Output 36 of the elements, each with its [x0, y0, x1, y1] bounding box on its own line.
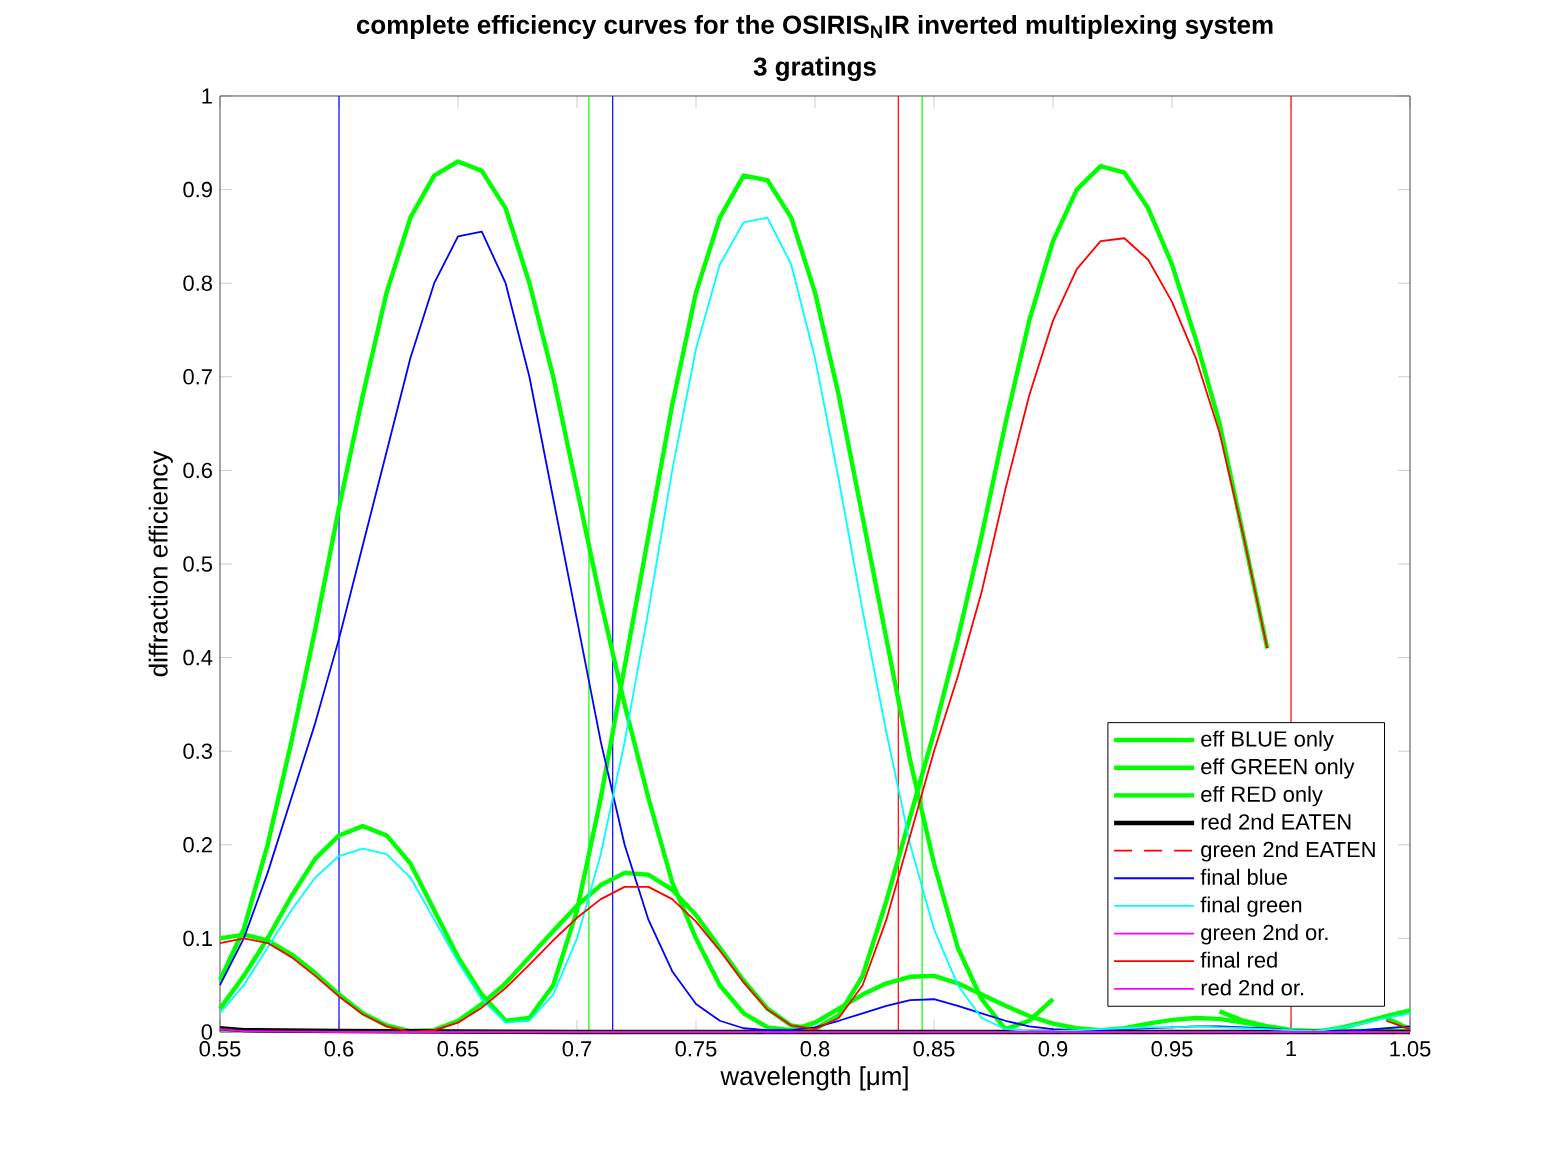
y-tick-label: 1	[202, 88, 212, 104]
x-tick-label: 0.55	[199, 1041, 241, 1057]
x-tick-label: 1	[1286, 1041, 1297, 1057]
x-tick-label: 0.85	[913, 1041, 955, 1057]
chart-subtitle: 3 gratings	[753, 56, 876, 82]
y-tick-label: 0.6	[183, 462, 212, 479]
legend-label: eff BLUE only	[1201, 730, 1334, 752]
legend-label: eff RED only	[1201, 785, 1323, 807]
x-axis-title: wavelength [μm]	[720, 1066, 908, 1091]
x-tick-label: 0.95	[1151, 1041, 1193, 1057]
y-tick-label: 0.5	[183, 556, 213, 572]
legend-label: red 2nd or.	[1201, 979, 1304, 996]
legend-label: green 2nd or.	[1201, 924, 1328, 945]
legend-label: final green	[1200, 896, 1302, 917]
x-tick-label: 0.7	[562, 1041, 592, 1057]
legend-label: red 2nd EATEN	[1201, 813, 1351, 830]
legend-label: final red	[1200, 951, 1277, 968]
y-tick-label: 0.7	[183, 369, 212, 385]
y-tick-label: 0.4	[183, 649, 213, 666]
y-tick-label: 0.9	[183, 181, 212, 198]
legend-label: green 2nd EATEN	[1201, 841, 1375, 862]
y-tick-label: 0.1	[183, 930, 212, 947]
y-tick-label: 0.3	[183, 743, 212, 759]
x-tick-label: 0.8	[800, 1041, 830, 1057]
x-tick-label: 0.9	[1038, 1041, 1068, 1057]
legend-label: eff GREEN only	[1201, 758, 1355, 779]
legend-label: final blue	[1200, 868, 1288, 885]
chart-title: complete efficiency curves for the OSIRIS$_{N}$IR inverted multiplexing system	[356, 14, 1273, 40]
x-tick-label: 1.05	[1390, 1041, 1431, 1057]
y-tick-label: 0.8	[183, 275, 212, 291]
x-tick-label: 0.75	[675, 1041, 717, 1057]
y-axis-title: diffraction efficiency	[148, 450, 173, 677]
x-tick-label: 0.6	[324, 1041, 354, 1057]
y-tick-label: 0	[201, 1024, 213, 1040]
y-tick-label: 0.2	[183, 837, 212, 853]
x-tick-label: 0.65	[437, 1041, 479, 1057]
